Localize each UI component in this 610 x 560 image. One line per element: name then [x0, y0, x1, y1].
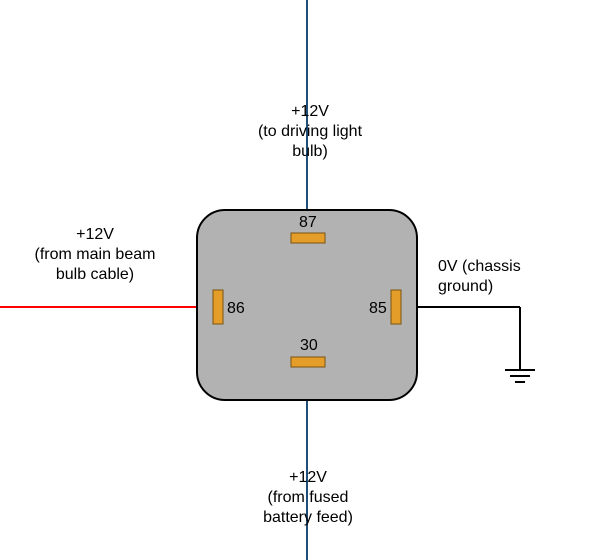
label-left-line1: +12V [76, 226, 114, 243]
label-top-line3: bulb) [292, 143, 328, 160]
ground-symbol-icon [505, 370, 535, 382]
label-bottom-line2: (from fused [268, 489, 349, 506]
pin-label-86: 86 [227, 300, 245, 318]
relay-diagram: { "diagram": { "type": "relay-wiring-dia… [0, 0, 610, 560]
terminal-86 [213, 290, 223, 324]
label-bottom: +12V (from fused battery feed) [228, 468, 388, 528]
pin-label-30: 30 [300, 337, 318, 355]
pin-label-85: 85 [369, 300, 387, 318]
label-right: 0V (chassis ground) [438, 257, 598, 297]
terminal-30 [291, 357, 325, 367]
terminal-85 [391, 290, 401, 324]
label-bottom-line1: +12V [289, 469, 327, 486]
label-top: +12V (to driving light bulb) [230, 102, 390, 162]
terminal-87 [291, 233, 325, 243]
label-top-line1: +12V [291, 103, 329, 120]
label-left: +12V (from main beam bulb cable) [15, 225, 175, 285]
label-right-line1: 0V (chassis [438, 258, 521, 275]
label-top-line2: (to driving light [258, 123, 362, 140]
label-left-line2: (from main beam [35, 246, 156, 263]
label-left-line3: bulb cable) [56, 266, 134, 283]
label-bottom-line3: battery feed) [263, 509, 353, 526]
label-right-line2: ground) [438, 278, 493, 295]
pin-label-87: 87 [299, 214, 317, 232]
